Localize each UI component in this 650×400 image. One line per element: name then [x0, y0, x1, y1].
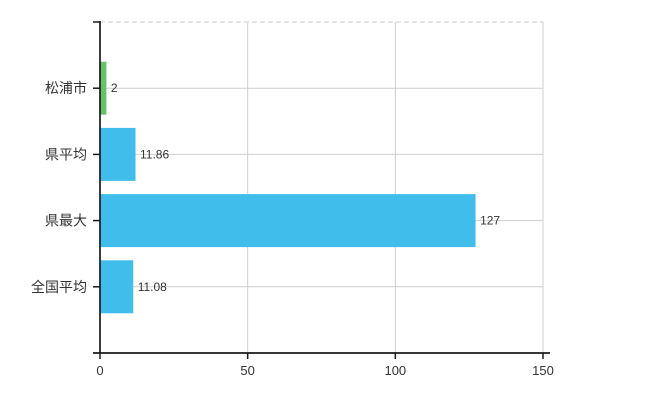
category-label: 県平均	[45, 146, 87, 162]
bar	[100, 127, 136, 181]
bar-value-label: 127	[480, 214, 500, 228]
x-tick-label: 100	[384, 363, 406, 378]
bar	[100, 260, 134, 314]
bar	[100, 194, 476, 248]
x-tick-label: 50	[240, 363, 254, 378]
category-label: 全国平均	[31, 279, 87, 295]
bar	[100, 61, 107, 115]
category-label: 松浦市	[45, 80, 87, 96]
bar-value-label: 11.08	[138, 280, 167, 294]
category-label: 県最大	[45, 213, 87, 229]
x-tick-label: 0	[96, 363, 103, 378]
bar-value-label: 11.86	[140, 147, 169, 161]
bar-value-label: 2	[111, 81, 118, 95]
x-tick-label: 150	[532, 363, 554, 378]
